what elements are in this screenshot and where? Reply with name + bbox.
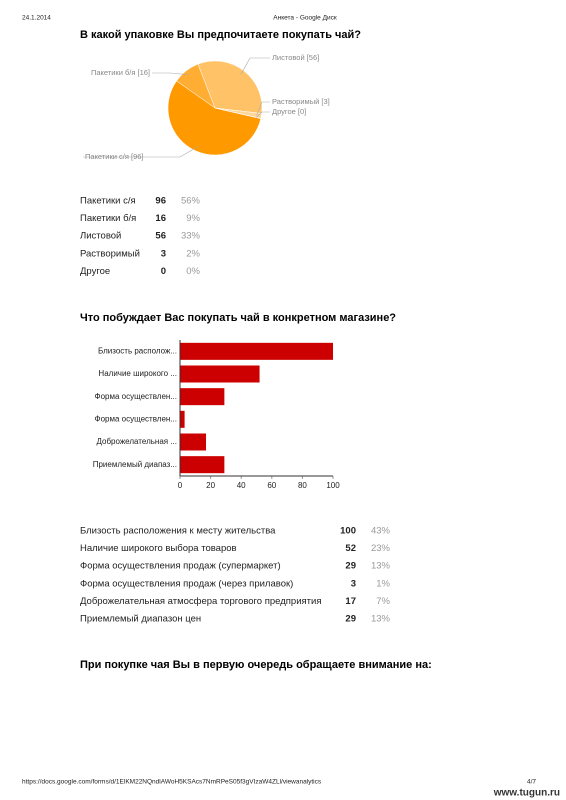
row-count: 0 — [161, 266, 166, 277]
leader-line — [152, 72, 189, 75]
row-percent: 33% — [181, 231, 201, 242]
row-label: Форма осуществления продаж (супермаркет) — [80, 561, 281, 572]
print-date: 24.1.2014 — [22, 15, 51, 22]
row-label: Приемлемый диапазон цен — [80, 614, 201, 625]
pie-slice — [197, 60, 263, 114]
page-number: 4/7 — [527, 779, 536, 786]
row-percent: 9% — [186, 213, 200, 224]
x-tick-label: 20 — [206, 481, 215, 490]
row-label: Листовой — [80, 231, 121, 242]
row-count: 100 — [340, 526, 356, 537]
bar — [180, 365, 260, 383]
row-percent: 1% — [376, 578, 390, 589]
row-label: Близость расположения к месту жительства — [80, 526, 276, 537]
row-count: 52 — [345, 543, 356, 554]
slice-label: Растворимый [3] — [272, 97, 330, 106]
bar — [180, 456, 225, 474]
x-tick-label: 60 — [267, 481, 276, 490]
row-label: Пакетики с/я — [80, 196, 136, 207]
leader-line — [256, 111, 270, 118]
slice-label: Другое [0] — [272, 107, 306, 116]
row-count: 56 — [155, 231, 166, 242]
y-tick-label: Наличие широкого ... — [98, 369, 177, 378]
y-tick-label: Доброжелательная ... — [96, 437, 177, 446]
row-count: 29 — [345, 614, 356, 625]
bar — [180, 433, 207, 451]
bar — [180, 410, 185, 428]
row-count: 3 — [161, 248, 166, 259]
row-count: 96 — [155, 196, 166, 207]
row-percent: 13% — [371, 561, 391, 572]
page-url: https://docs.google.com/forms/d/1ElKM22N… — [22, 779, 322, 786]
row-label: Другое — [80, 266, 110, 277]
leader-line — [83, 146, 198, 158]
row-percent: 23% — [371, 543, 391, 554]
row-percent: 43% — [371, 526, 391, 537]
row-label: Доброжелательная атмосфера торгового пре… — [80, 596, 321, 607]
slice-label: Пакетики с/я [96] — [85, 152, 144, 161]
question: При покупке чая Вы в первую очередь обра… — [80, 659, 432, 671]
watermark: www.tugun.ru — [493, 788, 560, 799]
y-tick-label: Форма осуществлен... — [95, 414, 177, 423]
x-tick-label: 80 — [298, 481, 307, 490]
question: Что побуждает Вас покупать чай в конкрет… — [80, 312, 396, 324]
row-count: 29 — [345, 561, 356, 572]
x-tick-label: 40 — [237, 481, 246, 490]
y-tick-label: Приемлемый диапаз... — [93, 460, 177, 469]
bar — [180, 342, 333, 360]
row-label: Наличие широкого выбора товаров — [80, 543, 237, 554]
pie-slice — [167, 80, 262, 156]
question: В какой упаковке Вы предпочитаете покупа… — [80, 29, 361, 41]
slice-label: Пакетики б/я [16] — [91, 68, 150, 77]
row-percent: 13% — [371, 614, 391, 625]
row-label: Пакетики б/я — [80, 213, 136, 224]
pie-slice — [214, 107, 261, 119]
slice-label: Листовой [56] — [272, 53, 319, 62]
print-title: Анкета - Google Диск — [273, 15, 337, 22]
leader-line — [240, 57, 270, 75]
row-label: Форма осуществления продаж (через прилав… — [80, 578, 293, 589]
y-tick-label: Близость располож... — [98, 346, 177, 355]
leader-line — [256, 101, 270, 116]
x-tick-label: 100 — [326, 481, 340, 490]
row-count: 17 — [345, 596, 356, 607]
row-percent: 2% — [186, 248, 200, 259]
row-count: 16 — [155, 213, 166, 224]
row-percent: 0% — [186, 266, 200, 277]
row-percent: 56% — [181, 196, 201, 207]
x-tick-label: 0 — [178, 481, 183, 490]
bar — [180, 388, 225, 406]
row-label: Растворимый — [80, 248, 140, 259]
row-percent: 7% — [376, 596, 390, 607]
y-tick-label: Форма осуществлен... — [95, 392, 177, 401]
row-count: 3 — [351, 578, 356, 589]
